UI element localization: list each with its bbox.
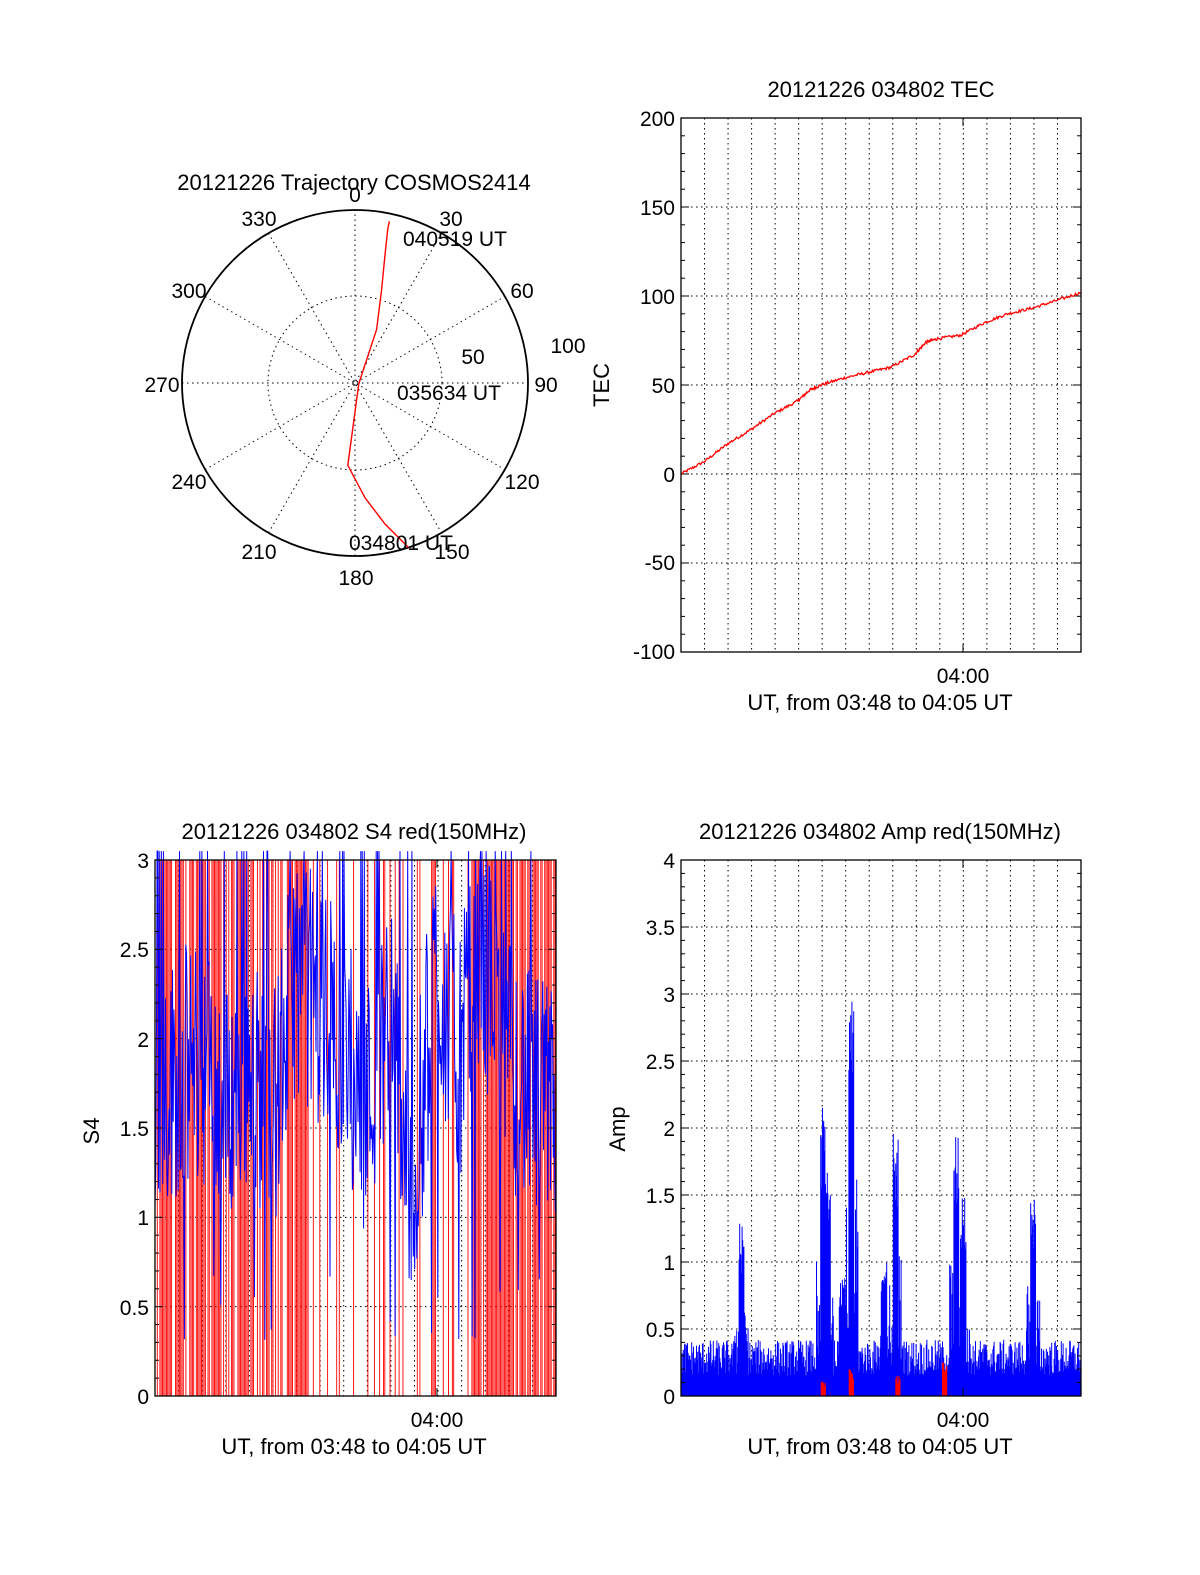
amp-plot-frame	[680, 859, 1082, 1397]
tec-ytick-label: 150	[640, 197, 675, 220]
radial-label: 100	[550, 335, 585, 358]
tec-ytick-label: -100	[633, 641, 675, 664]
azimuth-label: 180	[338, 567, 373, 590]
tec-tick-marks	[681, 117, 1081, 653]
tec-title: 20121226 034802 TEC	[767, 77, 994, 102]
tec-ytick-label: -50	[645, 552, 675, 575]
amp-ytick-label: 3.5	[646, 917, 675, 940]
tec-plot-frame	[680, 117, 1082, 653]
tec-gridlines	[681, 118, 1081, 652]
tec-ytick-label: 200	[640, 108, 675, 131]
s4-ytick-label: 2	[137, 1029, 149, 1052]
tec-ytick-label: 100	[640, 286, 675, 309]
polar-azimuth-labels: 0 30 60 90 120 150 180 210 240 270 300 3…	[144, 184, 557, 590]
amp-ylabel: Amp	[605, 1106, 630, 1151]
azimuth-label: 90	[534, 374, 557, 397]
s4-xlabel: UT, from 03:48 to 04:05 UT	[221, 1434, 486, 1459]
azimuth-label: 0	[349, 184, 361, 207]
tec-ytick-label: 50	[652, 375, 675, 398]
azimuth-label: 300	[171, 280, 206, 303]
tec-xlabel: UT, from 03:48 to 04:05 UT	[747, 690, 1012, 715]
azimuth-label: 120	[504, 471, 539, 494]
radial-label: 50	[461, 346, 484, 369]
polar-panel: 20121226 Trajectory COSMOS2414 0 30 60 9…	[144, 170, 585, 590]
azimuth-label: 30	[439, 208, 462, 231]
azimuth-label: 270	[144, 374, 179, 397]
tec-yticks: -100 -50 0 50 100 150 200	[633, 108, 675, 664]
s4-ytick-label: 1	[137, 1207, 149, 1230]
amp-title: 20121226 034802 Amp red(150MHz)	[699, 819, 1061, 844]
trajectory-line	[347, 221, 409, 548]
azimuth-label: 150	[434, 541, 469, 564]
amp-red-series	[820, 1362, 948, 1396]
s4-ytick-label: 0.5	[120, 1297, 149, 1320]
azimuth-label: 240	[171, 471, 206, 494]
amp-ytick-label: 2	[663, 1118, 675, 1141]
tec-panel: 20121226 034802 TEC -100 -50 0 50 100 15…	[589, 77, 1082, 715]
amp-yticks: 0 0.5 1 1.5 2 2.5 3 3.5 4	[646, 850, 676, 1409]
amp-ytick-label: 1	[663, 1252, 675, 1275]
amp-panel: 20121226 034802 Amp red(150MHz) 0 0.5 1 …	[605, 819, 1082, 1459]
s4-panel: 20121226 034802 S4 red(150MHz) 0 0.5 1 1…	[79, 819, 557, 1459]
amp-ytick-label: 4	[663, 850, 675, 873]
azimuth-label: 210	[241, 541, 276, 564]
s4-ytick-label: 1.5	[120, 1118, 149, 1141]
s4-ytick-label: 0	[137, 1386, 149, 1409]
amp-ytick-label: 0.5	[646, 1319, 675, 1342]
s4-xtick-label: 04:00	[411, 1409, 464, 1432]
amp-ytick-label: 1.5	[646, 1185, 675, 1208]
amp-ytick-label: 0	[663, 1386, 675, 1409]
s4-ytick-label: 3	[137, 850, 149, 873]
tec-ylabel: TEC	[589, 363, 614, 407]
amp-xlabel: UT, from 03:48 to 04:05 UT	[747, 1434, 1012, 1459]
s4-plot-frame	[154, 859, 557, 1397]
tec-series-line	[680, 291, 1082, 475]
tec-xtick-label: 04:00	[937, 665, 990, 688]
s4-ytick-label: 2.5	[120, 939, 149, 962]
amp-xtick-label: 04:00	[937, 1409, 990, 1432]
amp-ytick-label: 2.5	[646, 1051, 675, 1074]
trajectory-label-start: 034801 UT	[349, 532, 453, 555]
s4-ylabel: S4	[79, 1118, 104, 1145]
s4-yticks: 0 0.5 1 1.5 2 2.5 3	[120, 850, 149, 1409]
polar-title: 20121226 Trajectory COSMOS2414	[177, 170, 530, 195]
s4-blue-series	[154, 850, 556, 1340]
amp-ytick-label: 3	[663, 984, 675, 1007]
s4-title: 20121226 034802 S4 red(150MHz)	[182, 819, 527, 844]
tec-ytick-label: 0	[663, 464, 675, 487]
trajectory-label-end: 040519 UT	[403, 228, 507, 251]
trajectory-label-mid: 035634 UT	[397, 382, 501, 405]
azimuth-label: 330	[241, 208, 276, 231]
azimuth-label: 60	[510, 280, 533, 303]
